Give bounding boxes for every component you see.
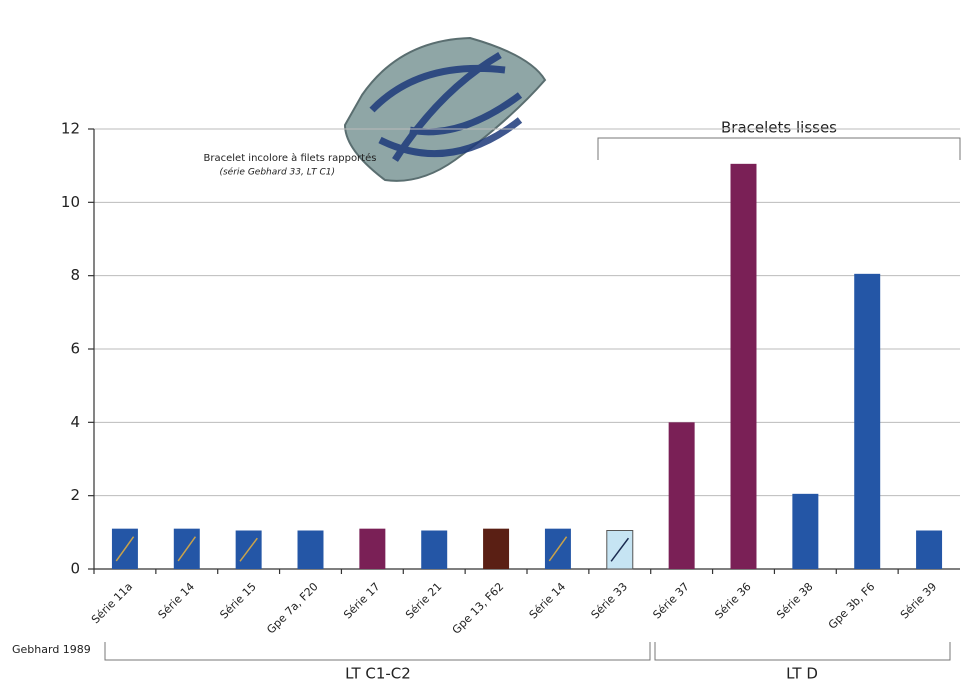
period-bracket: [104, 642, 651, 661]
bar: [854, 273, 881, 569]
bar: [359, 528, 386, 569]
y-tick-label: 2: [70, 486, 80, 504]
y-tick-label: 8: [70, 266, 80, 284]
period-bracket: [654, 642, 951, 661]
x-tick-label: Série 36: [712, 580, 753, 621]
x-tick-label: Série 37: [650, 580, 691, 621]
bar-stripe: [610, 537, 630, 562]
bar: [916, 530, 943, 569]
y-tick-label: 4: [70, 413, 80, 431]
bar: [297, 530, 324, 569]
y-tick-label: 6: [70, 340, 80, 358]
bar-stripe: [115, 536, 135, 562]
x-tick-label: Gpe 7a, F20: [264, 580, 320, 636]
x-tick-label: Série 39: [898, 580, 939, 621]
bar: [792, 493, 819, 569]
bar: [668, 422, 695, 569]
x-tick-label: Série 14: [527, 580, 568, 621]
bar-stripe: [239, 537, 258, 562]
x-tick-label: Gpe 13, F62: [450, 580, 507, 637]
y-tick-label: 0: [70, 560, 80, 578]
group-label: Bracelets lisses: [721, 119, 837, 137]
x-tick-label: Série 17: [341, 580, 382, 621]
period-label: LT C1-C2: [345, 665, 411, 683]
bar-stripe: [177, 536, 197, 562]
bar-stripe: [548, 536, 568, 562]
y-tick-label: 10: [61, 193, 80, 211]
caption-source: (série Gebhard 33, LT C1): [219, 167, 335, 178]
reference: Gebhard 1989: [12, 643, 91, 656]
caption: Bracelet incolore à filets rapportés: [204, 152, 377, 164]
group-bracket: [597, 137, 961, 160]
x-tick-label: Série 14: [156, 580, 197, 621]
x-tick-label: Gpe 3b, F6: [826, 580, 878, 632]
x-tick-label: Série 15: [217, 580, 258, 621]
x-tick-label: Série 11a: [89, 580, 135, 626]
bar: [730, 163, 757, 570]
bracelet-photo: [343, 36, 547, 182]
x-tick-label: Série 33: [589, 580, 630, 621]
y-tick-label: 12: [61, 120, 80, 138]
period-label: LT D: [786, 665, 818, 683]
x-tick-label: Série 21: [403, 580, 444, 621]
bar: [421, 530, 448, 569]
x-tick-label: Série 38: [774, 580, 815, 621]
bar: [483, 528, 510, 569]
